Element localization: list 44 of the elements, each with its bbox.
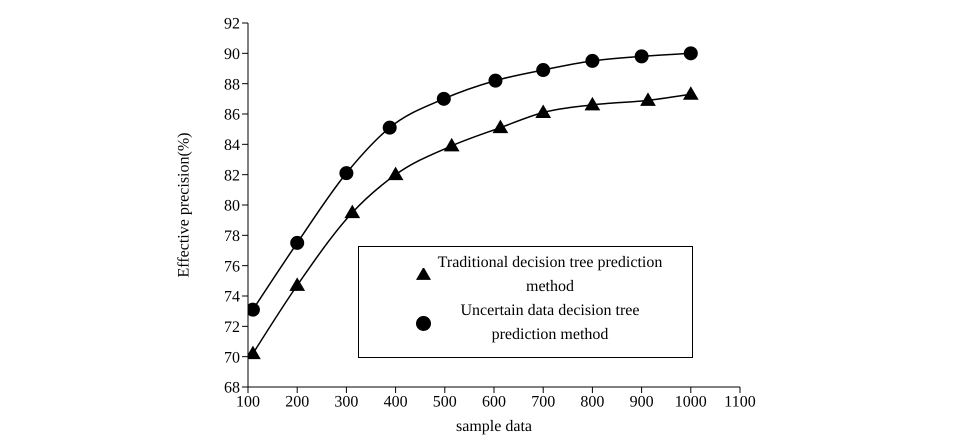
x-tick-label: 800 (580, 393, 604, 410)
y-tick-label: 78 (224, 228, 240, 246)
y-tick-label: 72 (224, 319, 240, 336)
point (492, 120, 508, 134)
point (339, 166, 354, 180)
legend-label: Traditional decision tree prediction method (436, 253, 664, 297)
point (290, 236, 304, 250)
point (488, 74, 502, 88)
y-tick-label: 70 (224, 349, 240, 366)
point (684, 46, 698, 60)
x-axis-title: sample data (456, 418, 532, 435)
y-tick-label: 76 (224, 258, 240, 276)
x-tick-label: 900 (630, 393, 654, 410)
y-tick-label: 88 (224, 76, 240, 94)
x-tick-label: 500 (432, 393, 457, 410)
legend-label: Uncertain data decision tree prediction method (459, 301, 641, 345)
x-tick-label: 400 (384, 393, 408, 410)
x-tick-label: 300 (334, 393, 358, 410)
point (382, 120, 397, 135)
y-tick-label: 84 (224, 137, 240, 154)
point (536, 104, 551, 118)
x-tick-label: 1000 (674, 393, 707, 410)
point (436, 92, 451, 106)
y-tick-label: 80 (224, 198, 240, 215)
x-tick-label: 700 (531, 393, 556, 410)
y-tick-label: 86 (224, 106, 240, 124)
y-tick-label: 92 (224, 16, 240, 33)
y-axis-title: Effective precision(%) (176, 132, 193, 278)
point (683, 86, 698, 100)
y-tick-label: 74 (224, 288, 240, 306)
point (640, 92, 656, 106)
point (388, 167, 404, 180)
point (585, 54, 600, 68)
y-tick-label: 90 (224, 46, 240, 64)
point (344, 205, 360, 218)
point (444, 138, 460, 152)
x-tick-label: 600 (482, 393, 506, 410)
point (584, 97, 600, 110)
point (634, 49, 649, 64)
x-tick-label: 1100 (724, 393, 756, 410)
y-tick-label: 82 (224, 167, 240, 184)
x-tick-label: 200 (285, 393, 310, 410)
point (290, 278, 305, 291)
point (536, 63, 550, 78)
